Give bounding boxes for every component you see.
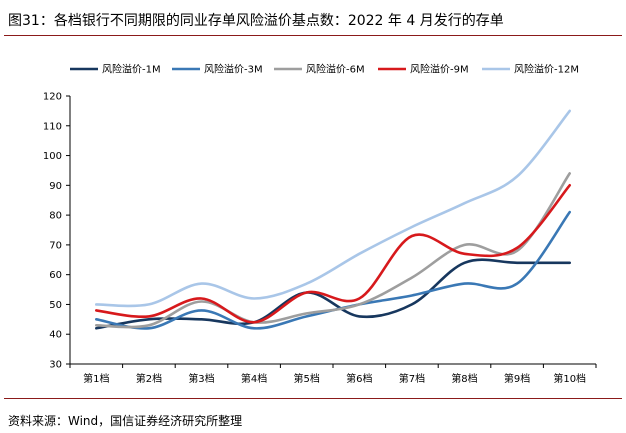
x-tick-label: 第2档	[136, 372, 162, 385]
y-tick-label: 30	[49, 360, 62, 371]
y-tick-label: 40	[49, 330, 62, 341]
line-chart: 风险溢价-1M 风险溢价-3M 风险溢价-6M 风险溢价-9M 风险溢价-12M 30 4…	[43, 63, 597, 385]
footer-divider	[4, 398, 622, 399]
y-tick-label: 70	[49, 240, 62, 251]
y-tick-label: 100	[43, 151, 62, 162]
x-tick-label: 第6档	[346, 372, 372, 385]
y-tick-label: 80	[49, 211, 62, 222]
title-divider	[4, 35, 622, 36]
y-axis: 30 40 50 60 70 80 90 100 110 120	[43, 92, 71, 371]
x-tick-label: 第5档	[294, 372, 320, 385]
legend-label: 风险溢价-12M	[514, 63, 579, 76]
figure-title: 图31：各档银行不同期限的同业存单风险溢价基点数：2022 年 4 月发行的存单	[8, 13, 504, 29]
source-note: 资料来源：Wind，国信证券经济研究所整理	[8, 414, 243, 428]
legend-label: 风险溢价-1M	[102, 63, 161, 76]
legend-label: 风险溢价-3M	[204, 63, 263, 76]
x-axis: 第1档 第2档 第3档 第4档 第5档 第6档 第7档 第8档 第9档 第10档	[69, 363, 597, 385]
x-tick-label: 第4档	[241, 372, 267, 385]
y-tick-label: 120	[43, 92, 62, 103]
x-tick-label: 第7档	[399, 372, 425, 385]
x-tick-label: 第10档	[553, 372, 586, 385]
y-tick-label: 110	[43, 121, 62, 132]
y-tick-label: 90	[49, 181, 62, 192]
chart-legend: 风险溢价-1M 风险溢价-3M 风险溢价-6M 风险溢价-9M 风险溢价-12M	[70, 63, 579, 76]
x-tick-label: 第1档	[83, 372, 109, 385]
legend-label: 风险溢价-6M	[306, 63, 365, 76]
footer-bar: 资料来源：Wind，国信证券经济研究所整理	[4, 398, 622, 432]
x-tick-label: 第3档	[188, 372, 214, 385]
y-tick-label: 60	[49, 270, 62, 281]
x-tick-label: 第9档	[504, 372, 530, 385]
series-line-9m	[95, 184, 571, 324]
legend-label: 风险溢价-9M	[410, 63, 469, 76]
y-tick-label: 50	[49, 300, 62, 311]
x-tick-label: 第8档	[451, 372, 477, 385]
plot-area	[95, 109, 571, 330]
title-bar: 图31：各档银行不同期限的同业存单风险溢价基点数：2022 年 4 月发行的存单	[4, 4, 622, 36]
series-line-12m	[95, 109, 571, 308]
